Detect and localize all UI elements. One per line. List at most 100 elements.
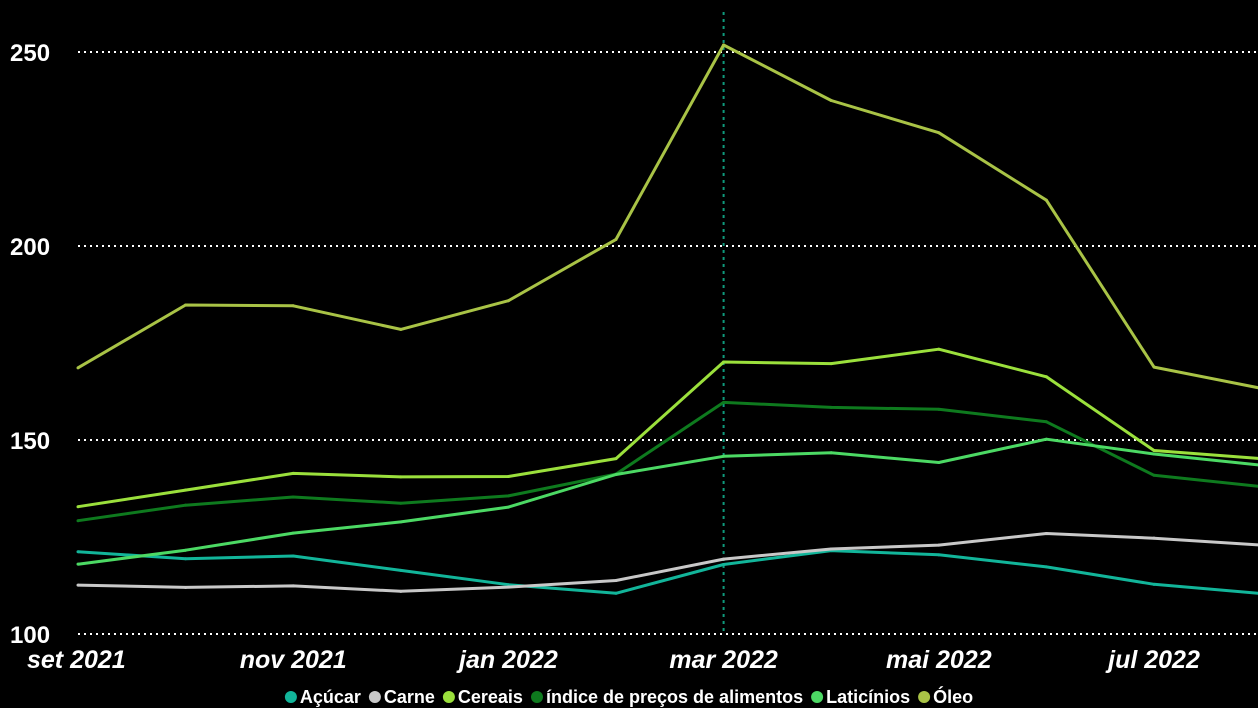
legend-label: Açúcar bbox=[300, 687, 361, 707]
legend-item: Cereais bbox=[442, 687, 523, 707]
series-line-cereais bbox=[77, 347, 1258, 509]
data-point bbox=[937, 461, 941, 465]
data-point bbox=[1044, 420, 1048, 424]
y-tick-label: 200 bbox=[10, 234, 50, 261]
series-line-óleo bbox=[77, 43, 1258, 390]
x-tick-label: set 2021 bbox=[27, 646, 126, 674]
data-point bbox=[1044, 375, 1048, 379]
data-point bbox=[184, 503, 188, 507]
y-tick-label: 100 bbox=[10, 622, 50, 649]
legend-label: Óleo bbox=[933, 686, 973, 707]
legend-swatch bbox=[531, 691, 543, 703]
data-point bbox=[614, 578, 618, 582]
data-point bbox=[1044, 565, 1048, 569]
data-point bbox=[291, 584, 295, 588]
series-line-carne bbox=[77, 532, 1258, 593]
x-tick-label: jul 2022 bbox=[1105, 646, 1200, 674]
legend-item: Açúcar bbox=[284, 687, 361, 707]
data-point bbox=[184, 548, 188, 552]
data-point bbox=[76, 583, 80, 587]
data-point bbox=[399, 520, 403, 524]
data-point bbox=[399, 501, 403, 505]
legend-swatch bbox=[284, 691, 297, 703]
x-tick-label: nov 2021 bbox=[240, 646, 347, 674]
x-tick-label: mai 2022 bbox=[886, 646, 992, 674]
data-point bbox=[399, 327, 403, 331]
legend-label: índice de preços de alimentos bbox=[546, 687, 803, 707]
data-point bbox=[291, 531, 295, 535]
data-point bbox=[399, 568, 403, 572]
data-point bbox=[1152, 365, 1156, 369]
series-line-índice-de-preços-de-alimentos bbox=[77, 400, 1258, 523]
data-point bbox=[829, 547, 833, 551]
legend-item: índice de preços de alimentos bbox=[531, 687, 803, 707]
data-point bbox=[184, 557, 188, 561]
data-point bbox=[76, 562, 80, 566]
y-tick-label: 150 bbox=[10, 428, 50, 455]
data-point bbox=[829, 362, 833, 366]
data-point bbox=[937, 347, 941, 351]
legend-swatch bbox=[918, 691, 931, 703]
data-point bbox=[1152, 536, 1156, 540]
data-point bbox=[1152, 473, 1156, 477]
data-point bbox=[291, 554, 295, 558]
data-point bbox=[506, 494, 510, 498]
data-point bbox=[1044, 198, 1048, 202]
data-point bbox=[722, 400, 726, 404]
data-point bbox=[76, 550, 80, 554]
data-point bbox=[506, 585, 510, 589]
data-point bbox=[722, 557, 726, 561]
legend-swatch bbox=[442, 691, 455, 703]
data-point bbox=[1152, 582, 1156, 586]
x-axis-ticks: set 2021 nov 2021 jan 2022 mar 2022 mai 2022… bbox=[27, 646, 1200, 674]
data-point bbox=[614, 237, 618, 241]
data-point bbox=[291, 304, 295, 308]
data-point bbox=[184, 488, 188, 492]
legend-label: Cereais bbox=[458, 687, 523, 707]
data-point bbox=[76, 519, 80, 523]
data-point bbox=[1152, 452, 1156, 456]
data-point bbox=[829, 99, 833, 102]
data-point bbox=[506, 583, 510, 587]
x-tick-label: jan 2022 bbox=[456, 646, 558, 674]
data-point bbox=[399, 589, 403, 593]
data-point bbox=[1152, 448, 1156, 452]
data-point bbox=[614, 473, 618, 477]
data-point bbox=[506, 299, 510, 303]
series-line-açúcar bbox=[77, 549, 1258, 595]
legend-label: Laticínios bbox=[826, 687, 910, 707]
data-point bbox=[937, 543, 941, 547]
x-tick-label: mar 2022 bbox=[669, 646, 778, 674]
data-point bbox=[506, 505, 510, 509]
data-point bbox=[1044, 437, 1048, 441]
data-point bbox=[184, 303, 188, 307]
y-tick-label: 250 bbox=[10, 40, 50, 67]
series-line-laticínios bbox=[77, 437, 1258, 566]
data-point bbox=[937, 553, 941, 557]
legend-swatch bbox=[368, 691, 381, 703]
data-point bbox=[76, 505, 80, 509]
gridlines bbox=[78, 51, 1258, 635]
legend-swatch bbox=[811, 691, 824, 703]
data-point bbox=[829, 405, 833, 409]
data-point bbox=[722, 563, 726, 567]
y-axis-ticks: 100 150 200 250 bbox=[10, 40, 50, 649]
data-point bbox=[614, 457, 618, 461]
data-point bbox=[614, 591, 618, 595]
legend-item: Laticínios bbox=[811, 687, 910, 707]
data-point bbox=[291, 495, 295, 499]
legend-label: Carne bbox=[384, 687, 435, 707]
data-point bbox=[937, 131, 941, 135]
data-point bbox=[722, 43, 726, 47]
legend-item: Carne bbox=[368, 687, 435, 707]
data-point bbox=[76, 366, 80, 370]
data-point bbox=[399, 475, 403, 479]
data-point bbox=[722, 360, 726, 364]
series-layer bbox=[76, 43, 1258, 595]
data-point bbox=[722, 454, 726, 458]
data-point bbox=[937, 407, 941, 411]
data-point bbox=[291, 471, 295, 475]
data-point bbox=[1044, 532, 1048, 536]
